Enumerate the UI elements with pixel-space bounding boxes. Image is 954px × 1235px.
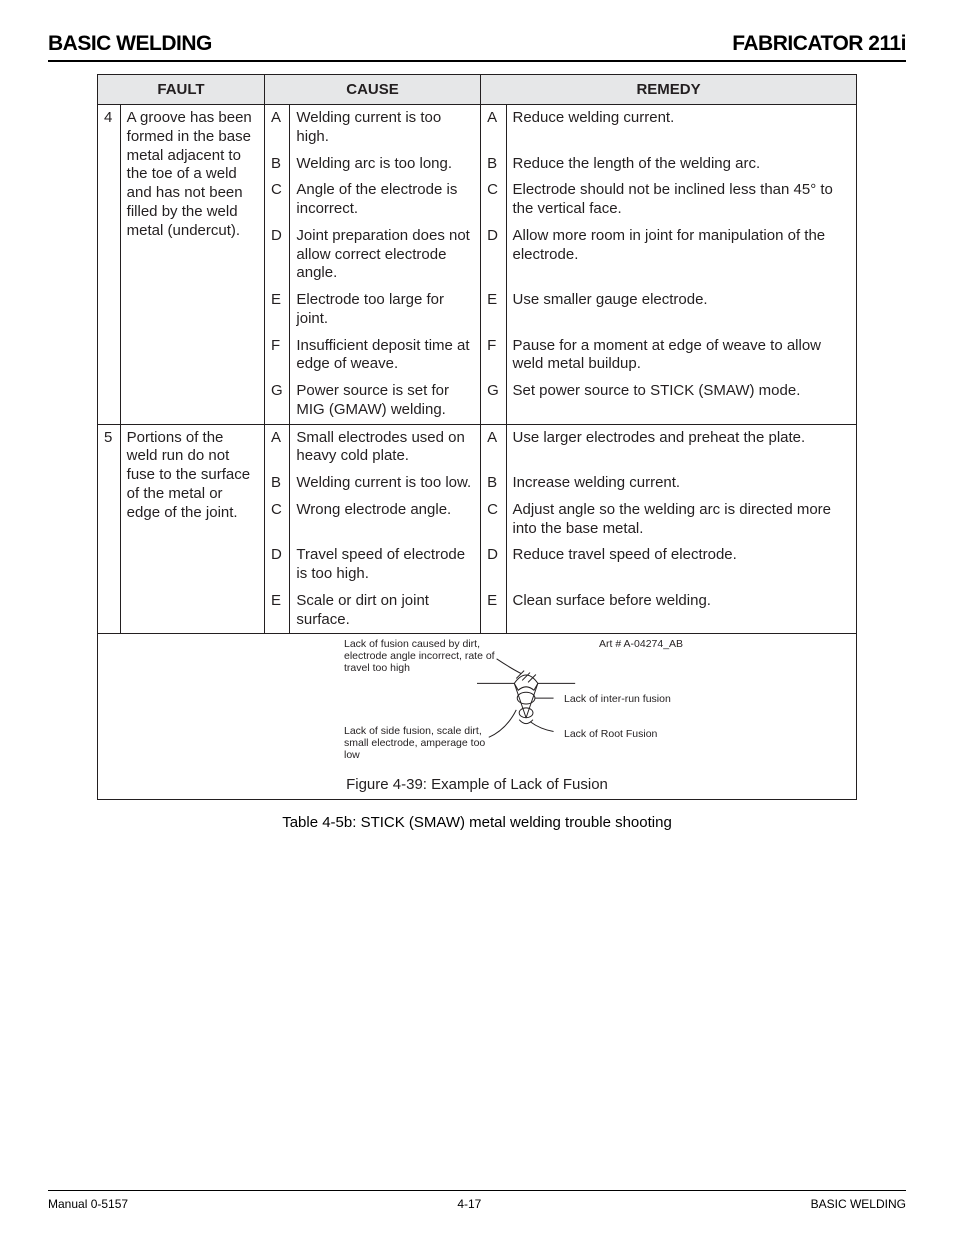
remedy-letter: C	[481, 497, 506, 543]
figure-row: Lack of fusion caused by dirt, electrode…	[98, 634, 857, 800]
remedy-text: Reduce travel speed of electrode.	[506, 542, 857, 588]
remedy-text: Pause for a moment at edge of weave to a…	[506, 333, 857, 379]
cause-letter: G	[264, 378, 289, 424]
figure-cell: Lack of fusion caused by dirt, electrode…	[98, 634, 857, 800]
col-header-cause: CAUSE	[264, 75, 480, 105]
remedy-text: Allow more room in joint for manipulatio…	[506, 223, 857, 287]
cause-text: Electrode too large for joint.	[290, 287, 481, 333]
cause-text: Wrong electrode angle.	[290, 497, 481, 543]
cause-letter: C	[264, 177, 289, 223]
table-caption: Table 4-5b: STICK (SMAW) metal welding t…	[48, 814, 906, 831]
page-header: BASIC WELDING FABRICATOR 211i	[48, 32, 906, 62]
cause-letter: A	[264, 424, 289, 470]
table-header-row: FAULT CAUSE REMEDY	[98, 75, 857, 105]
remedy-text: Reduce welding current.	[506, 105, 857, 151]
cause-text: Insufficient deposit time at edge of wea…	[290, 333, 481, 379]
remedy-letter: A	[481, 105, 506, 151]
cause-text: Travel speed of electrode is too high.	[290, 542, 481, 588]
header-section-title: BASIC WELDING	[48, 32, 212, 56]
cause-text: Welding current is too low.	[290, 470, 481, 497]
header-product-name: FABRICATOR 211i	[732, 32, 906, 56]
figure-art-number: Art # A-04274_AB	[599, 638, 683, 650]
figure-label-inter-run: Lack of inter-run fusion	[564, 693, 671, 705]
page-footer: Manual 0-5157 4-17 BASIC WELDING	[48, 1190, 906, 1211]
cause-letter: E	[264, 588, 289, 634]
remedy-letter: E	[481, 588, 506, 634]
cause-text: Power source is set for MIG (GMAW) weldi…	[290, 378, 481, 424]
col-header-remedy: REMEDY	[481, 75, 857, 105]
remedy-text: Clean surface before welding.	[506, 588, 857, 634]
remedy-letter: A	[481, 424, 506, 470]
col-header-fault: FAULT	[98, 75, 265, 105]
figure-caption: Figure 4-39: Example of Lack of Fusion	[104, 776, 850, 795]
footer-manual-number: Manual 0-5157	[48, 1197, 128, 1211]
cause-letter: C	[264, 497, 289, 543]
fusion-diagram: Lack of fusion caused by dirt, electrode…	[104, 638, 850, 768]
remedy-text: Use smaller gauge electrode.	[506, 287, 857, 333]
table-row: 5 Portions of the weld run do not fuse t…	[98, 424, 857, 470]
cause-letter: D	[264, 542, 289, 588]
cause-text: Small electrodes used on heavy cold plat…	[290, 424, 481, 470]
remedy-letter: D	[481, 223, 506, 287]
remedy-text: Adjust angle so the welding arc is direc…	[506, 497, 857, 543]
figure-label-root: Lack of Root Fusion	[564, 728, 657, 740]
fault-description: Portions of the weld run do not fuse to …	[120, 424, 264, 634]
remedy-letter: G	[481, 378, 506, 424]
remedy-text: Increase welding current.	[506, 470, 857, 497]
figure-label-bottom-left: Lack of side fusion, scale dirt, small e…	[344, 725, 494, 761]
fault-description: A groove has been formed in the base met…	[120, 105, 264, 425]
cause-letter: E	[264, 287, 289, 333]
footer-page-number: 4-17	[457, 1197, 481, 1211]
cause-letter: B	[264, 151, 289, 178]
fault-number: 5	[98, 424, 121, 634]
cause-text: Angle of the electrode is incorrect.	[290, 177, 481, 223]
figure-label-top-left: Lack of fusion caused by dirt, electrode…	[344, 638, 504, 674]
table-row: 4 A groove has been formed in the base m…	[98, 105, 857, 151]
footer-section-name: BASIC WELDING	[811, 1197, 906, 1211]
cause-letter: B	[264, 470, 289, 497]
remedy-letter: F	[481, 333, 506, 379]
remedy-letter: C	[481, 177, 506, 223]
troubleshooting-table: FAULT CAUSE REMEDY 4 A groove has been f…	[97, 74, 857, 800]
remedy-text: Electrode should not be inclined less th…	[506, 177, 857, 223]
cause-text: Welding current is too high.	[290, 105, 481, 151]
remedy-text: Set power source to STICK (SMAW) mode.	[506, 378, 857, 424]
remedy-letter: D	[481, 542, 506, 588]
cause-letter: A	[264, 105, 289, 151]
cause-text: Scale or dirt on joint surface.	[290, 588, 481, 634]
remedy-letter: E	[481, 287, 506, 333]
cause-letter: F	[264, 333, 289, 379]
remedy-text: Use larger electrodes and preheat the pl…	[506, 424, 857, 470]
cause-letter: D	[264, 223, 289, 287]
fault-number: 4	[98, 105, 121, 425]
cause-text: Welding arc is too long.	[290, 151, 481, 178]
remedy-text: Reduce the length of the welding arc.	[506, 151, 857, 178]
remedy-letter: B	[481, 470, 506, 497]
cause-text: Joint preparation does not allow correct…	[290, 223, 481, 287]
remedy-letter: B	[481, 151, 506, 178]
